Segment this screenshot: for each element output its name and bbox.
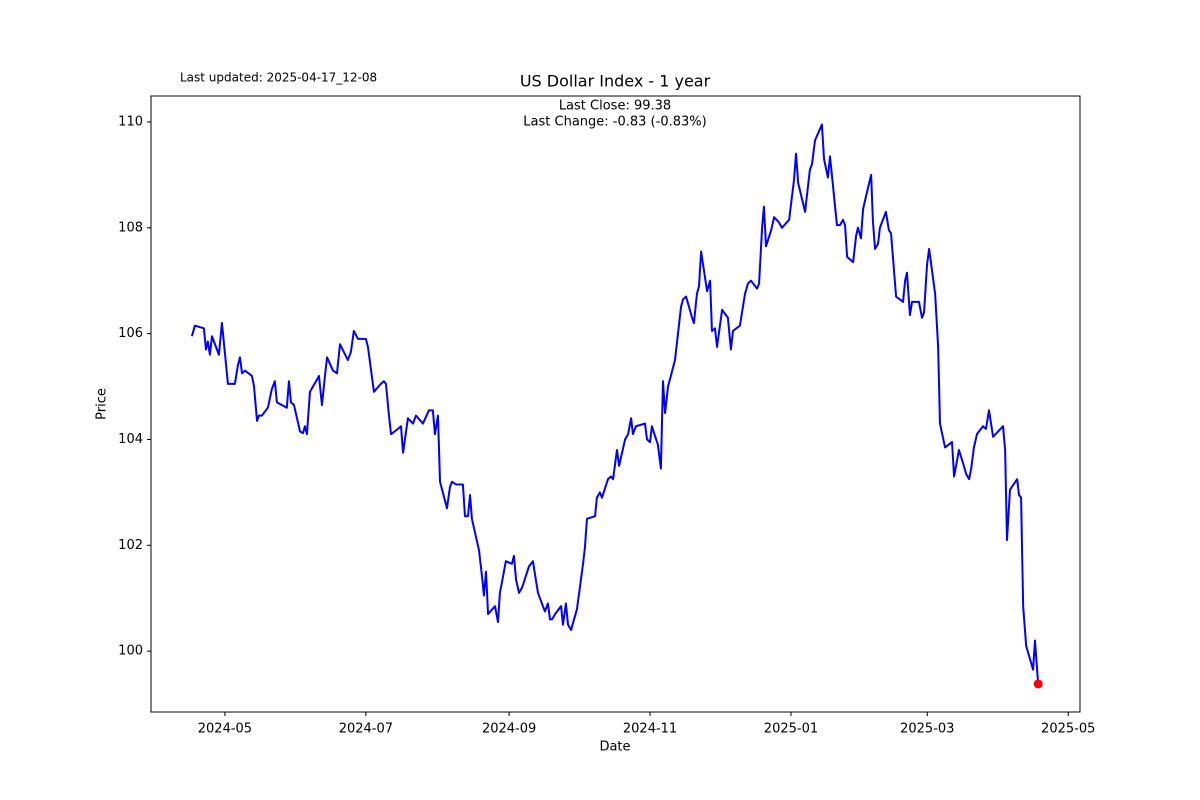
price-line — [190, 123, 1040, 685]
y-tick-label: 100 — [118, 644, 143, 659]
y-tick-label: 102 — [118, 538, 143, 553]
y-tick-label: 108 — [118, 220, 143, 235]
plot-frame — [150, 95, 1081, 713]
x-tick-label: 2025-05 — [1041, 722, 1095, 737]
chart-title: US Dollar Index - 1 year — [520, 72, 711, 91]
x-tick-label: 2025-03 — [900, 722, 954, 737]
y-tick-label: 106 — [118, 326, 143, 341]
annotation: Last Close: 99.38 — [559, 99, 671, 114]
x-tick-label: 2024-09 — [482, 722, 536, 737]
annotation: Last Change: -0.83 (-0.83%) — [523, 115, 706, 130]
y-tick-label: 110 — [118, 114, 143, 129]
x-tick-label: 2024-07 — [339, 722, 393, 737]
x-tick-label: 2024-05 — [198, 722, 252, 737]
chart-subtitle: Last updated: 2025-04-17_12-08 — [180, 71, 377, 85]
x-tick-label: 2025-01 — [764, 722, 818, 737]
x-tick-label: 2024-11 — [623, 722, 677, 737]
last-close-marker — [1033, 679, 1043, 689]
y-tick-label: 104 — [118, 432, 143, 447]
x-axis-label: Date — [599, 740, 630, 755]
y-axis-label: Price — [95, 388, 110, 420]
